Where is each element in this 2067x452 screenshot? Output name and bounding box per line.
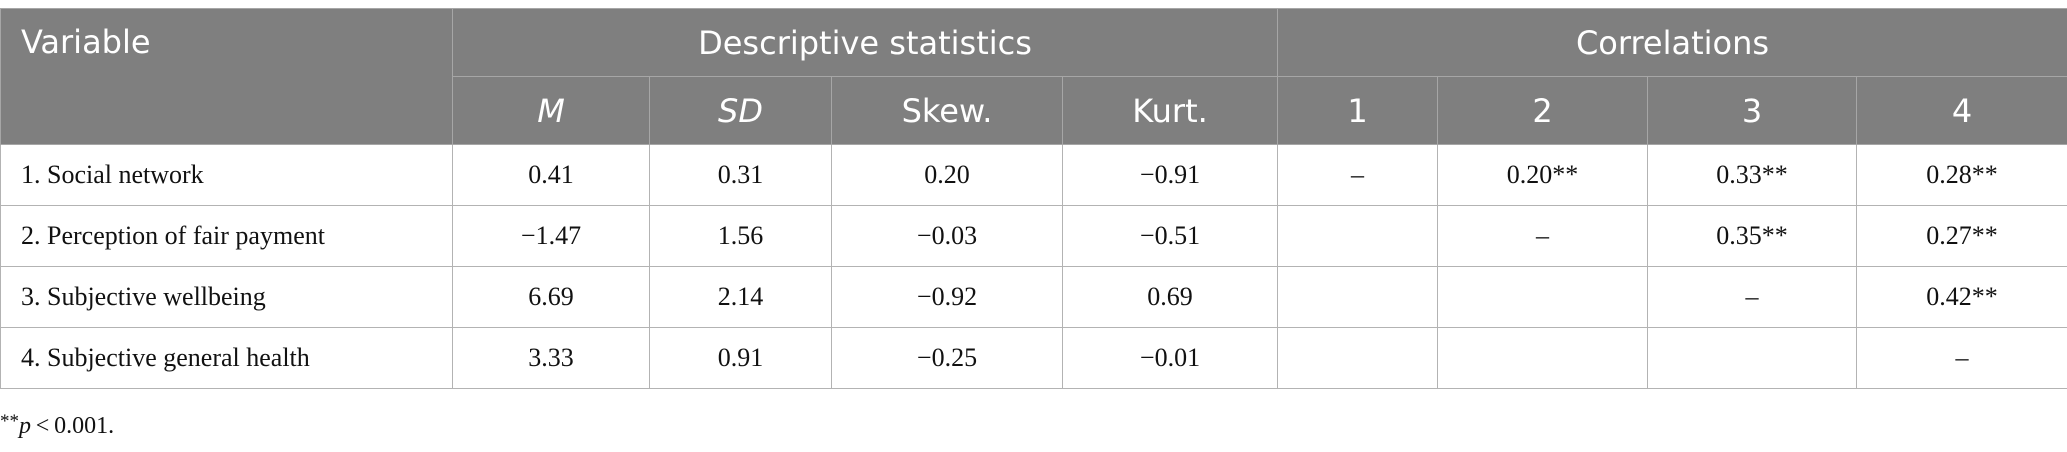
cell-corr-1 [1277,266,1439,328]
correlations-header: Correlations [1277,8,2067,77]
cell-skew: −0.03 [831,205,1063,267]
descriptive-statistics-header: Descriptive statistics [451,8,1279,77]
row-label: 4. Subjective general health [0,327,453,389]
cell-corr-4: 0.42** [1856,266,2067,328]
cell-kurt: 0.69 [1061,266,1279,328]
table-row: 3. Subjective wellbeing 6.69 2.14 −0.92 … [0,266,2067,328]
table-row: 1. Social network 0.41 0.31 0.20 −0.91 –… [0,144,2067,206]
cell-skew: −0.25 [831,327,1063,389]
cell-corr-2: 0.20** [1437,144,1649,206]
sd-header: SD [649,76,832,145]
header-row-top: Variable Descriptive statistics Correlat… [0,8,2067,145]
cell-sd: 1.56 [649,205,832,267]
corr-4-header: 4 [1856,76,2067,145]
footnote-p: p [19,413,31,439]
footnote-text: < 0.001. [31,413,115,439]
cell-corr-3 [1647,327,1858,389]
table-footnote: **p < 0.001. [0,411,114,440]
cell-sd: 0.91 [649,327,832,389]
corr-3-header: 3 [1647,76,1858,145]
cell-mean: 0.41 [452,144,650,206]
row-label: 2. Perception of fair payment [0,205,453,267]
cell-skew: 0.20 [831,144,1063,206]
cell-kurt: −0.51 [1061,205,1279,267]
cell-sd: 2.14 [649,266,832,328]
cell-corr-3: 0.35** [1647,205,1858,267]
mean-header: M [452,76,650,145]
cell-corr-2 [1437,327,1649,389]
cell-corr-4: 0.27** [1856,205,2067,267]
skew-header: Skew. [831,76,1063,145]
cell-mean: 3.33 [452,327,650,389]
cell-kurt: −0.01 [1061,327,1279,389]
cell-skew: −0.92 [831,266,1063,328]
corr-2-header: 2 [1437,76,1649,145]
footnote-stars: ** [0,411,19,432]
cell-sd: 0.31 [649,144,832,206]
cell-mean: 6.69 [452,266,650,328]
cell-corr-2 [1437,266,1649,328]
table-row: 2. Perception of fair payment −1.47 1.56… [0,205,2067,267]
cell-kurt: −0.91 [1061,144,1279,206]
variable-header: Variable [0,8,453,145]
table-row: 4. Subjective general health 3.33 0.91 −… [0,327,2067,389]
kurt-header: Kurt. [1061,76,1279,145]
cell-corr-1: – [1277,144,1439,206]
statistics-table: Variable Descriptive statistics Correlat… [0,8,2067,389]
cell-corr-3: – [1647,266,1858,328]
cell-corr-1 [1277,327,1439,389]
row-label: 1. Social network [0,144,453,206]
row-label: 3. Subjective wellbeing [0,266,453,328]
cell-corr-2: – [1437,205,1649,267]
cell-corr-3: 0.33** [1647,144,1858,206]
cell-corr-4: 0.28** [1856,144,2067,206]
cell-corr-1 [1277,205,1439,267]
header-row-sub: M SD Skew. Kurt. 1 2 3 4 [1,76,2067,145]
cell-corr-4: – [1856,327,2067,389]
cell-mean: −1.47 [452,205,650,267]
corr-1-header: 1 [1277,76,1439,145]
